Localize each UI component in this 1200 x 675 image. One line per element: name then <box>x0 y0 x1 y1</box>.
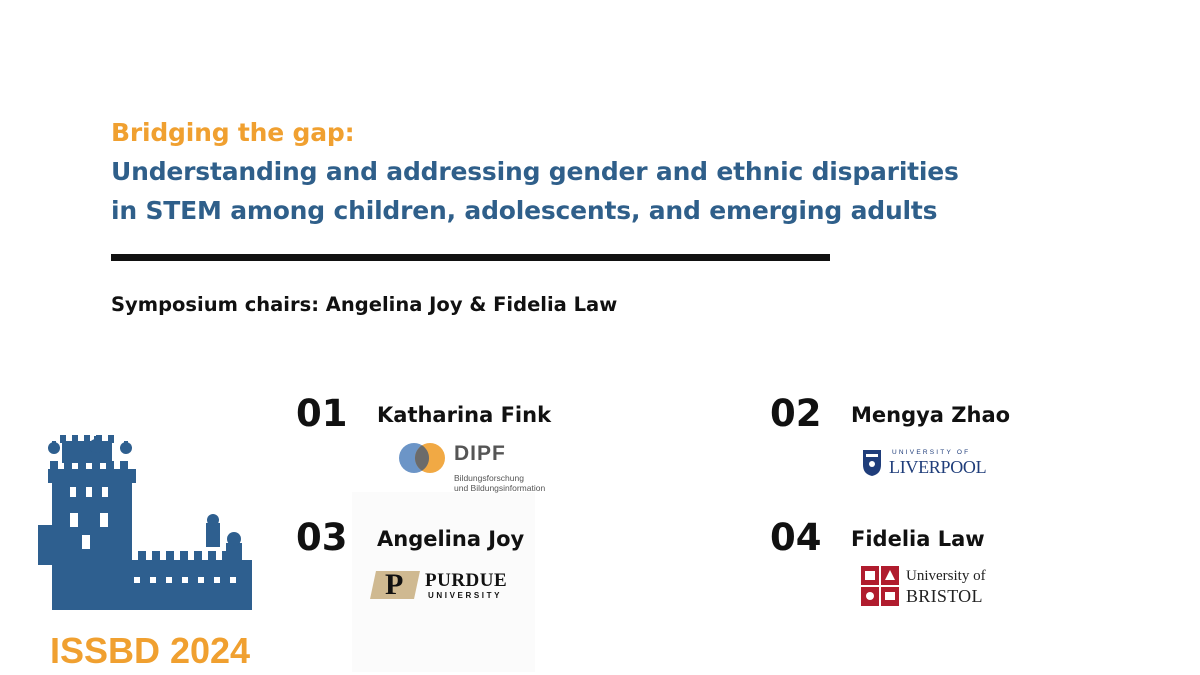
issbd-logo: ISSBD 2024 <box>30 425 270 670</box>
speaker-number: 03 <box>296 518 348 558</box>
speaker-name: Mengya Zhao <box>851 400 1010 430</box>
speaker-number: 04 <box>770 518 822 558</box>
title-block: Bridging the gap: Understanding and addr… <box>111 113 959 230</box>
bristol-line-1: University of <box>906 568 986 585</box>
purdue-logo: P PURDUE UNIVERSITY <box>373 570 518 602</box>
speaker-number: 01 <box>296 394 348 434</box>
speaker-name: Fidelia Law <box>851 524 985 554</box>
speaker-number: 02 <box>770 394 822 434</box>
speaker-name: Angelina Joy <box>377 524 524 554</box>
bristol-logo: University of BRISTOL <box>861 566 1001 608</box>
dipf-name: DIPF <box>454 442 506 466</box>
dipf-logo: DIPF Bildungsforschung und Bildungsinfor… <box>398 440 548 496</box>
purdue-name: PURDUE <box>425 570 507 592</box>
liverpool-logo: UNIVERSITY OF LIVERPOOL <box>862 448 992 480</box>
title-divider <box>111 254 830 261</box>
title-line-3: in STEM among children, adolescents, and… <box>111 191 959 230</box>
title-line-1: Bridging the gap: <box>111 113 959 152</box>
liverpool-top: UNIVERSITY OF <box>892 449 970 456</box>
dipf-mark-icon <box>398 440 448 476</box>
liverpool-name: LIVERPOOL <box>889 457 986 478</box>
symposium-chairs: Symposium chairs: Angelina Joy & Fidelia… <box>111 293 617 316</box>
dipf-subline-1: Bildungsforschung <box>454 473 524 483</box>
purdue-sub: UNIVERSITY <box>428 591 502 600</box>
speaker-name: Katharina Fink <box>377 400 551 430</box>
castle-icon: ISSBD 2024 <box>30 425 270 670</box>
dipf-subline-2: und Bildungsinformation <box>454 483 545 493</box>
purdue-mark: P <box>370 571 420 599</box>
bristol-crest-icon <box>861 566 899 606</box>
liverpool-crest-icon <box>862 449 882 477</box>
title-line-2: Understanding and addressing gender and … <box>111 152 959 191</box>
conference-label: ISSBD 2024 <box>50 630 250 670</box>
bristol-line-2: BRISTOL <box>906 586 983 607</box>
